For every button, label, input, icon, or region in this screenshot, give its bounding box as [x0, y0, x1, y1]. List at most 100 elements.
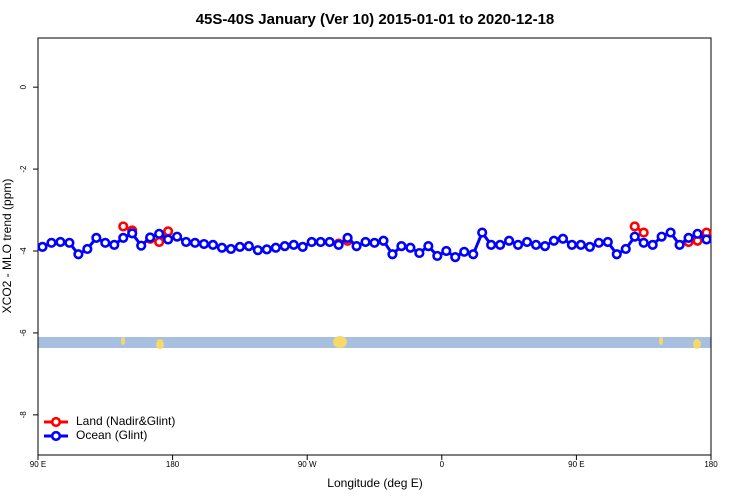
y-axis-label: XCO2 - MLO trend (ppm)	[0, 179, 14, 314]
data-point	[378, 235, 389, 246]
y-tick-label: -2	[19, 165, 28, 173]
data-point	[360, 236, 371, 248]
data-point	[611, 249, 622, 260]
data-point	[423, 240, 434, 252]
data-point	[575, 239, 586, 250]
data-point	[154, 228, 165, 239]
data-point	[665, 227, 676, 238]
data-point	[73, 249, 84, 260]
data-point	[297, 241, 308, 253]
data-point	[189, 237, 201, 248]
data-point	[171, 231, 183, 242]
data-point	[548, 235, 560, 246]
data-point	[64, 237, 75, 248]
data-point	[369, 237, 380, 248]
data-point	[656, 231, 667, 242]
data-point	[225, 243, 237, 255]
data-point	[566, 239, 578, 250]
data-point	[584, 241, 595, 253]
data-point	[198, 238, 210, 250]
data-point	[109, 239, 120, 250]
data-point	[683, 232, 694, 243]
data-point	[163, 226, 174, 237]
data-point	[46, 237, 57, 248]
data-point	[163, 234, 174, 245]
legend-label: Land (Nadir&Glint)	[76, 414, 175, 428]
y-tick-label: -8	[19, 411, 28, 419]
land-patch	[156, 339, 164, 349]
data-point	[145, 232, 156, 243]
data-point	[315, 236, 326, 248]
x-tick-label: 180	[166, 460, 180, 469]
data-point	[674, 239, 685, 250]
data-point	[180, 236, 192, 248]
data-point	[629, 231, 640, 242]
x-tick-label: 90 W	[298, 460, 317, 469]
data-point	[602, 236, 613, 248]
data-point	[118, 221, 129, 232]
data-point	[620, 243, 631, 255]
data-point	[387, 249, 398, 260]
legend-label: Ocean (Glint)	[76, 428, 147, 442]
chart-title: 45S-40S January (Ver 10) 2015-01-01 to 2…	[196, 11, 555, 28]
data-point	[234, 241, 245, 253]
legend-marker	[50, 416, 62, 428]
data-point	[154, 236, 165, 248]
data-point	[521, 236, 533, 248]
data-point	[432, 250, 443, 262]
x-tick-label: 0	[440, 460, 445, 469]
data-point	[512, 239, 524, 250]
data-point	[495, 239, 506, 250]
data-point	[207, 239, 219, 250]
data-point	[405, 242, 416, 253]
data-point	[100, 237, 111, 248]
data-point	[216, 242, 228, 253]
data-point	[351, 240, 362, 252]
data-point	[270, 242, 281, 253]
data-point	[477, 227, 488, 238]
data-point	[486, 239, 497, 250]
data-point	[306, 236, 317, 248]
x-tick-label: 90 E	[568, 460, 584, 469]
land-patch	[693, 339, 701, 349]
data-point	[414, 247, 425, 259]
data-point	[396, 240, 407, 252]
data-point	[539, 240, 551, 252]
data-point	[701, 234, 712, 245]
data-point	[82, 243, 93, 255]
data-point	[55, 236, 66, 248]
data-point	[647, 239, 658, 250]
data-point	[252, 245, 263, 256]
land-patch	[333, 336, 347, 348]
data-point	[557, 233, 569, 244]
data-point	[530, 239, 542, 250]
data-point	[450, 252, 461, 263]
data-point	[324, 236, 335, 248]
data-point	[127, 228, 138, 239]
data-point	[629, 221, 640, 232]
data-point	[91, 232, 102, 243]
data-point	[468, 249, 479, 260]
data-point	[638, 227, 649, 238]
land-mask-strip	[38, 336, 711, 349]
x-axis-label: Longitude (deg E)	[327, 476, 422, 490]
x-tick-label: 90 E	[30, 460, 46, 469]
data-point	[118, 232, 129, 243]
data-point	[593, 237, 604, 248]
legend: Land (Nadir&Glint)Ocean (Glint)	[44, 414, 175, 442]
data-point	[261, 244, 272, 255]
data-point	[37, 241, 48, 253]
data-point	[638, 237, 649, 248]
data-point	[441, 245, 452, 257]
y-tick-label: 0	[19, 84, 28, 89]
data-point	[692, 228, 703, 239]
y-tick-label: -6	[19, 329, 28, 337]
data-point	[459, 246, 470, 257]
data-point	[333, 239, 344, 250]
data-point	[342, 232, 353, 243]
data-point	[288, 239, 299, 250]
land-patch	[121, 337, 125, 345]
data-point	[504, 235, 515, 246]
y-tick-label: -4	[19, 247, 28, 255]
